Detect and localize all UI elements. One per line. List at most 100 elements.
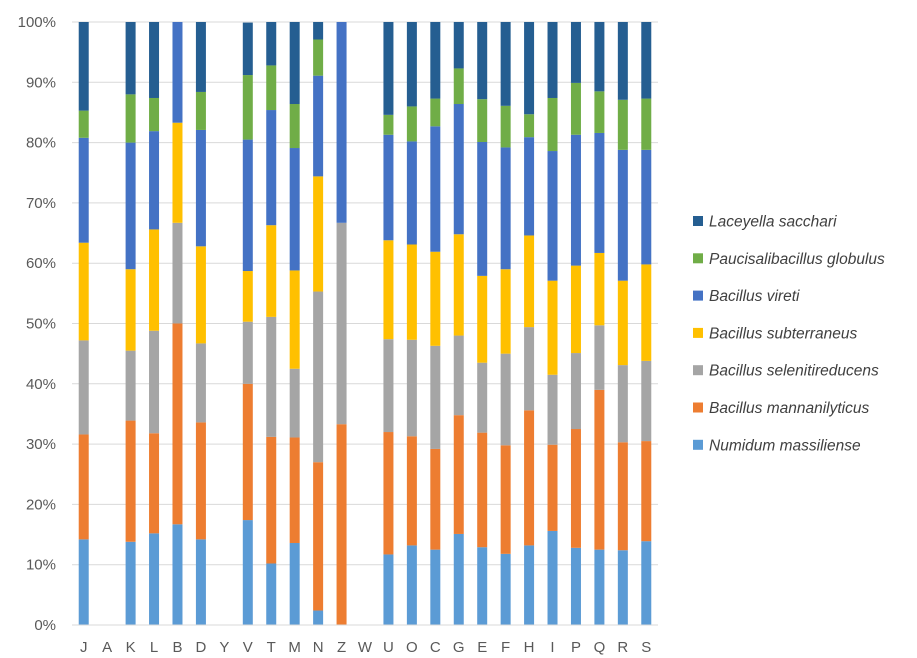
legend-swatch [693, 439, 703, 450]
x-tick-label: R [617, 639, 628, 656]
bar-segment [195, 22, 206, 92]
bar-segment [266, 22, 277, 66]
legend-item: Bacillus vireti [693, 288, 800, 305]
bar-segment [406, 22, 417, 107]
bar-segment [524, 545, 535, 625]
bar-stack-Z [336, 22, 347, 625]
x-tick-label: N [313, 639, 324, 656]
legend: Laceyella sacchari Paucisalibacillus glob… [693, 214, 885, 454]
bar-segment [383, 240, 394, 340]
bar-stack-M [289, 22, 300, 625]
bar-segment [570, 547, 581, 625]
bar-segment [172, 222, 183, 324]
legend-item: Paucisalibacillus globulus [693, 251, 885, 268]
bar-segment [547, 280, 558, 375]
bar-segment [641, 22, 652, 99]
legend-label: Bacillus selenitireducens [709, 363, 879, 380]
x-tick-label: K [126, 639, 136, 656]
bar-segment [547, 97, 558, 152]
bar-segment [195, 91, 206, 130]
legend-item: Bacillus selenitireducens [693, 363, 879, 380]
bar-segment [289, 437, 300, 543]
bar-segment [242, 321, 253, 384]
y-tick-label: 90% [26, 74, 56, 91]
bar-segment [430, 549, 441, 626]
legend-item: Bacillus mannanilyticus [693, 400, 869, 417]
bar-segment [594, 549, 605, 626]
bar-segment [289, 148, 300, 271]
x-tick-label: L [150, 639, 158, 656]
bar-segment [430, 448, 441, 550]
bar-segment [617, 442, 628, 551]
bar-segment [524, 327, 535, 411]
legend-label: Laceyella sacchari [709, 214, 837, 231]
bar-segment [78, 137, 89, 243]
x-tick-label: S [641, 639, 651, 656]
y-tick-label: 50% [26, 316, 56, 333]
bar-stack-T [266, 22, 277, 625]
bar-segment [336, 222, 347, 425]
bar-segment [336, 22, 347, 223]
bar-segment [78, 242, 89, 341]
bar-segment [594, 389, 605, 550]
x-tick-label: P [571, 639, 581, 656]
y-tick-label: 0% [34, 617, 56, 634]
bar-segment [500, 445, 511, 554]
bar-segment [570, 429, 581, 548]
legend-label: Bacillus vireti [709, 288, 800, 305]
bar-stack-D [195, 22, 206, 625]
bar-stack-I [547, 22, 558, 625]
bar-segment [289, 104, 300, 149]
x-tick-label: Z [337, 639, 346, 656]
bar-segment [547, 444, 558, 531]
bar-segment [570, 22, 581, 83]
y-tick-label: 20% [26, 496, 56, 513]
bar-segment [570, 134, 581, 266]
bar-segment [477, 362, 488, 433]
bar-stack-S [641, 22, 652, 625]
bar-stack-U [383, 22, 394, 625]
bar-stack-C [430, 22, 441, 626]
x-tick-label: H [524, 639, 535, 656]
bar-stack-V [242, 22, 253, 625]
bar-segment [242, 22, 253, 76]
bar-segment [125, 541, 136, 625]
bar-segment [617, 22, 628, 100]
bar-segment [430, 98, 441, 127]
bar-segment [149, 330, 160, 434]
x-tick-label: E [477, 639, 487, 656]
bar-segment [172, 323, 183, 525]
bar-segment [594, 252, 605, 326]
x-tick-label: B [172, 639, 182, 656]
legend-label: Paucisalibacillus globulus [709, 251, 885, 268]
bar-stack-Q [594, 22, 605, 626]
bar-segment [149, 22, 160, 98]
bar-segment [266, 436, 277, 564]
x-tick-label: F [501, 639, 510, 656]
bar-segment [125, 420, 136, 542]
y-axis-tick-labels: 0% 10% 20% 30% 40% 50% 60% 70% 80% 90% 100% [18, 14, 56, 634]
bar-segment [313, 22, 324, 40]
bar-segment [266, 65, 277, 111]
bar-segment [149, 97, 160, 132]
legend-swatch [693, 253, 703, 264]
bar-segment [570, 265, 581, 354]
bar-segment [453, 104, 464, 235]
bar-segment [641, 98, 652, 150]
bar-stack-E [477, 22, 488, 625]
bar-segment [594, 132, 605, 253]
bar-segment [524, 22, 535, 115]
y-tick-label: 80% [26, 135, 56, 152]
bar-segment [195, 129, 206, 247]
y-tick-label: 60% [26, 255, 56, 272]
bar-segment [149, 229, 160, 331]
bar-segment [289, 270, 300, 369]
legend-item: Laceyella sacchari [693, 214, 837, 231]
bar-segment [313, 291, 324, 463]
bar-segment [617, 99, 628, 150]
bar-stacks [78, 22, 652, 626]
bar-stack-B [172, 22, 183, 625]
bar-segment [313, 462, 324, 611]
bar-segment [500, 269, 511, 354]
